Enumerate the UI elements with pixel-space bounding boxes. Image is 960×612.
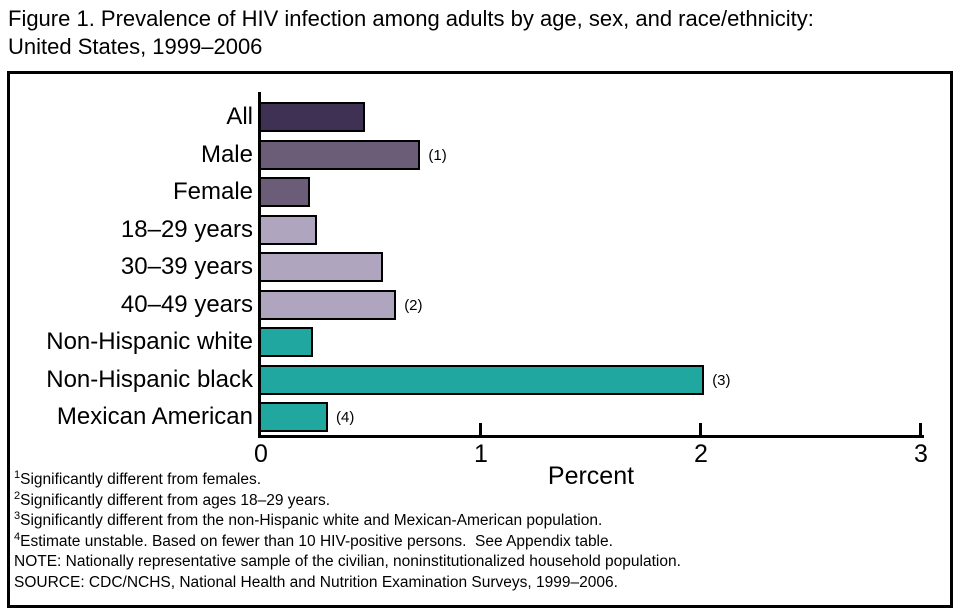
bar-label: Female <box>172 178 253 205</box>
bar-label: Non-Hispanic white <box>46 328 253 355</box>
figure-title-line1: Figure 1. Prevalence of HIV infection am… <box>8 6 814 31</box>
bar-annotation: (1) <box>428 146 447 164</box>
figure-title: Figure 1. Prevalence of HIV infection am… <box>8 5 814 61</box>
chart-frame: All Male (1) Female 18–29 years 30–39 ye… <box>7 71 953 608</box>
footnote-text: Significantly different from females. <box>20 471 262 488</box>
x-tick-mark-1 <box>479 423 482 435</box>
footnote-text: Significantly different from the non-His… <box>20 512 603 530</box>
bar-label: Mexican American <box>56 403 253 430</box>
bar-label: All <box>226 103 253 130</box>
bar-label: 40–49 years <box>120 290 253 318</box>
bar-mexican-american <box>259 402 328 432</box>
bar-row: Female <box>10 177 950 207</box>
bar-age-30-39 <box>259 252 383 282</box>
x-axis-title: Percent <box>547 462 635 490</box>
footnote-line: 4Estimate unstable. Based on fewer than … <box>14 530 681 553</box>
footnote-text: Estimate unstable. Based on fewer than 1… <box>20 532 613 550</box>
bar-all <box>259 102 366 132</box>
bar-age-40-49 <box>259 289 397 320</box>
footnote-line: 3Significantly different from the non-Hi… <box>14 511 681 532</box>
note-text: NOTE: Nationally representative sample o… <box>14 553 681 571</box>
bar-female <box>259 177 311 207</box>
x-tick-label-3: 3 <box>914 440 928 468</box>
footnote-sup: 1 <box>14 468 21 481</box>
x-tick-label-0: 0 <box>254 440 268 468</box>
footnote-text: Significantly different from ages 18–29 … <box>20 491 331 509</box>
bar-row: Male (1) <box>10 139 950 170</box>
bar-row: All <box>10 102 950 132</box>
source-text: SOURCE: CDC/NCHS, National Health and Nu… <box>14 573 618 591</box>
x-axis-line <box>258 435 924 438</box>
footnote-sup: 4 <box>14 530 21 543</box>
bar-annotation: (2) <box>404 296 423 314</box>
bar-label: Non-Hispanic black <box>46 365 253 393</box>
bar-nh-black <box>259 364 705 395</box>
footnote-line: 2Significantly different from ages 18–29… <box>14 489 681 512</box>
bar-label: 30–39 years <box>120 253 253 280</box>
x-tick-label-2: 2 <box>694 440 708 468</box>
bar-annotation: (3) <box>712 371 731 389</box>
source-line: SOURCE: CDC/NCHS, National Health and Nu… <box>14 573 681 594</box>
bar-label: Male <box>200 140 253 168</box>
bar-male <box>259 139 421 170</box>
footnote-sup: 2 <box>14 489 21 502</box>
footnote-line: 1Significantly different from females. <box>14 468 681 491</box>
bar-age-18-29 <box>259 214 317 245</box>
bar-row: Mexican American (4) <box>10 402 950 432</box>
bar-row: Non-Hispanic white <box>10 327 950 357</box>
x-tick-mark-3 <box>919 423 922 435</box>
bar-row: 40–49 years (2) <box>10 289 950 320</box>
footnotes-block: 1Significantly different from females. 2… <box>14 468 681 594</box>
bar-row: Non-Hispanic black (3) <box>10 364 950 395</box>
bar-row: 30–39 years <box>10 252 950 282</box>
bar-annotation: (4) <box>336 409 355 426</box>
note-line: NOTE: Nationally representative sample o… <box>14 552 681 573</box>
bar-nh-white <box>259 327 313 357</box>
bar-row: 18–29 years <box>10 214 950 245</box>
bar-label: 18–29 years <box>120 215 253 243</box>
x-tick-mark-2 <box>699 423 702 435</box>
x-tick-label-1: 1 <box>474 440 488 468</box>
footnote-sup: 3 <box>14 510 21 523</box>
figure-title-line2: United States, 1999–2006 <box>8 34 263 59</box>
y-axis-line <box>258 92 261 438</box>
